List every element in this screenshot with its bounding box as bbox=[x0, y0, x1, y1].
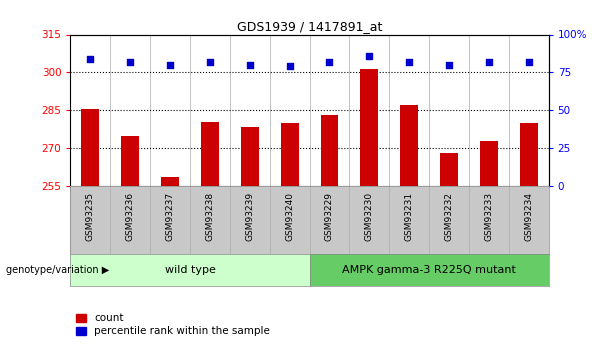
Bar bbox=[82, 109, 99, 186]
Point bbox=[245, 62, 255, 68]
Point bbox=[484, 59, 494, 65]
Point bbox=[325, 59, 335, 65]
Bar bbox=[440, 154, 458, 186]
Point bbox=[125, 59, 135, 65]
Text: wild type: wild type bbox=[165, 265, 215, 275]
Point bbox=[524, 59, 533, 65]
Point bbox=[284, 63, 294, 69]
Legend: count, percentile rank within the sample: count, percentile rank within the sample bbox=[75, 313, 270, 336]
Text: GSM93236: GSM93236 bbox=[126, 192, 135, 241]
Bar bbox=[121, 136, 139, 186]
Bar bbox=[360, 69, 378, 186]
Text: GSM93237: GSM93237 bbox=[166, 192, 175, 241]
Bar bbox=[520, 123, 538, 186]
Text: GSM93230: GSM93230 bbox=[365, 192, 374, 241]
Text: GSM93239: GSM93239 bbox=[245, 192, 254, 241]
Text: GSM93232: GSM93232 bbox=[444, 192, 454, 241]
Point bbox=[364, 53, 374, 59]
Text: genotype/variation ▶: genotype/variation ▶ bbox=[6, 265, 109, 275]
Bar bbox=[480, 141, 498, 186]
Point bbox=[405, 59, 414, 65]
Text: GSM93240: GSM93240 bbox=[285, 192, 294, 241]
Bar bbox=[161, 177, 179, 186]
Text: GSM93233: GSM93233 bbox=[484, 192, 493, 241]
Text: GSM93238: GSM93238 bbox=[205, 192, 215, 241]
Bar bbox=[400, 105, 418, 186]
Point bbox=[86, 56, 96, 61]
Title: GDS1939 / 1417891_at: GDS1939 / 1417891_at bbox=[237, 20, 383, 33]
Point bbox=[205, 59, 215, 65]
Text: GSM93234: GSM93234 bbox=[524, 192, 533, 241]
Text: GSM93235: GSM93235 bbox=[86, 192, 95, 241]
Point bbox=[166, 62, 175, 68]
Bar bbox=[241, 127, 259, 186]
Bar bbox=[321, 116, 338, 186]
Text: GSM93229: GSM93229 bbox=[325, 192, 334, 241]
Point bbox=[444, 62, 454, 68]
Text: GSM93231: GSM93231 bbox=[405, 192, 414, 241]
Text: AMPK gamma-3 R225Q mutant: AMPK gamma-3 R225Q mutant bbox=[342, 265, 516, 275]
Bar bbox=[201, 122, 219, 186]
Bar bbox=[281, 123, 299, 186]
